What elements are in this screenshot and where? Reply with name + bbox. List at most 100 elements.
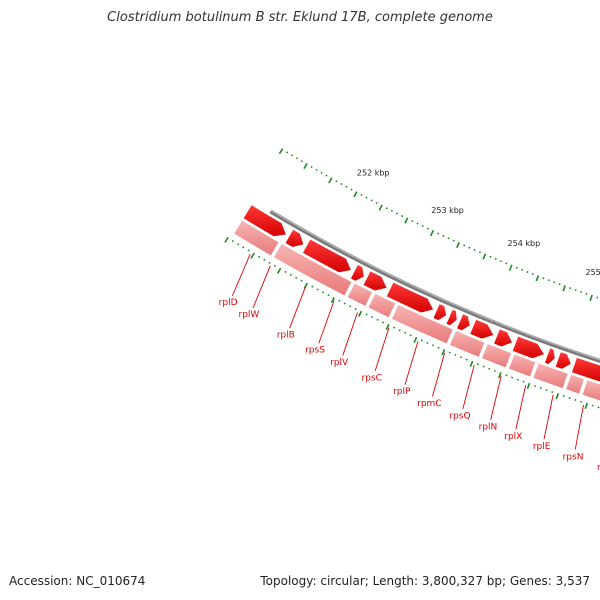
- gene-label-rpsS: rpsS: [305, 346, 325, 356]
- minor-tick: [489, 255, 492, 258]
- forward-strand-genes: [233, 219, 600, 402]
- minor-tick: [426, 227, 429, 230]
- minor-tick: [476, 363, 480, 366]
- minor-tick: [542, 277, 545, 280]
- minor-tick: [263, 258, 266, 261]
- minor-tick: [295, 276, 298, 279]
- major-tick: [508, 264, 513, 271]
- major-tick: [441, 349, 446, 356]
- minor-tick: [437, 232, 440, 235]
- reverse-gene: [362, 270, 388, 292]
- reverse-gene: [242, 204, 288, 238]
- minor-tick: [505, 374, 508, 377]
- minor-tick: [404, 331, 407, 334]
- scale-label: 252 kbp: [357, 168, 390, 177]
- major-tick: [330, 296, 335, 304]
- gene-label-rplX: rplX: [504, 432, 522, 442]
- reverse-gene: [570, 356, 600, 383]
- minor-tick: [371, 316, 374, 319]
- minor-tick: [242, 246, 245, 249]
- minor-tick: [290, 154, 294, 157]
- minor-tick: [547, 279, 550, 282]
- minor-tick: [365, 313, 368, 316]
- major-tick: [278, 148, 284, 155]
- forward-gene: [367, 292, 397, 319]
- reverse-gene: [543, 347, 556, 365]
- gene-label-rpsN: rpsN: [563, 452, 584, 462]
- gene-label-rplV: rplV: [330, 358, 349, 368]
- minor-tick: [284, 270, 287, 273]
- minor-tick: [531, 273, 534, 276]
- scale-label: 255 kbp: [586, 268, 600, 277]
- minor-tick: [325, 174, 328, 177]
- forward-gene: [272, 242, 353, 297]
- minor-tick: [285, 151, 289, 154]
- reverse-gene: [432, 303, 448, 321]
- minor-tick: [448, 351, 451, 354]
- minor-tick: [375, 201, 378, 205]
- label-leader: [515, 384, 527, 430]
- major-tick: [404, 217, 409, 224]
- major-tick: [413, 336, 418, 343]
- minor-tick: [395, 212, 399, 215]
- minor-tick: [447, 237, 450, 240]
- minor-tick: [411, 220, 414, 223]
- label-leader: [404, 340, 419, 385]
- genome-summary-text: Topology: circular; Length: 3,800,327 bp…: [260, 574, 590, 588]
- major-tick: [250, 252, 255, 259]
- backbone-line: [269, 209, 600, 363]
- minor-tick: [401, 215, 404, 218]
- minor-tick: [335, 180, 338, 183]
- minor-tick: [468, 246, 471, 249]
- label-leader: [318, 300, 335, 344]
- scale-label: 254 kbp: [508, 239, 541, 248]
- minor-tick: [398, 329, 401, 332]
- minor-tick: [522, 380, 525, 383]
- minor-tick: [499, 260, 502, 263]
- major-tick: [353, 191, 358, 198]
- forward-gene: [390, 303, 454, 345]
- minor-tick: [350, 188, 353, 191]
- minor-tick: [558, 283, 561, 286]
- minor-tick: [390, 209, 393, 212]
- reverse-gene: [445, 308, 458, 327]
- minor-tick: [437, 346, 440, 349]
- minor-tick: [338, 299, 341, 302]
- minor-tick: [300, 160, 303, 163]
- forward-gene: [481, 342, 513, 369]
- reverse-gene: [511, 335, 546, 360]
- reverse-gene: [554, 351, 572, 370]
- minor-tick: [376, 318, 379, 321]
- minor-tick: [454, 353, 457, 356]
- minor-tick: [327, 294, 330, 297]
- minor-tick: [516, 378, 519, 381]
- forward-gene: [532, 362, 569, 390]
- major-tick: [456, 242, 461, 249]
- major-tick: [482, 253, 487, 260]
- reverse-gene: [385, 281, 435, 314]
- major-tick: [378, 204, 383, 211]
- reverse-gene: [349, 263, 365, 282]
- minor-tick: [493, 369, 497, 372]
- minor-tick: [345, 185, 348, 188]
- label-leader: [252, 265, 271, 309]
- gene-label-rpsQ: rpsQ: [449, 412, 470, 422]
- minor-tick: [416, 222, 419, 225]
- minor-tick: [247, 249, 250, 252]
- minor-tick: [452, 239, 455, 242]
- reverse-gene: [493, 328, 514, 348]
- label-leader: [374, 327, 390, 372]
- minor-tick: [494, 258, 497, 261]
- minor-tick: [273, 264, 276, 267]
- major-tick: [535, 275, 540, 282]
- minor-tick: [322, 291, 325, 294]
- reverse-gene: [469, 318, 495, 340]
- forward-gene: [448, 329, 486, 358]
- minor-tick: [258, 255, 261, 258]
- minor-tick: [370, 199, 373, 202]
- gene-label-rpsC: rpsC: [362, 373, 382, 383]
- minor-tick: [300, 279, 303, 282]
- reverse-strand-genes: [242, 204, 600, 383]
- major-tick: [555, 393, 560, 400]
